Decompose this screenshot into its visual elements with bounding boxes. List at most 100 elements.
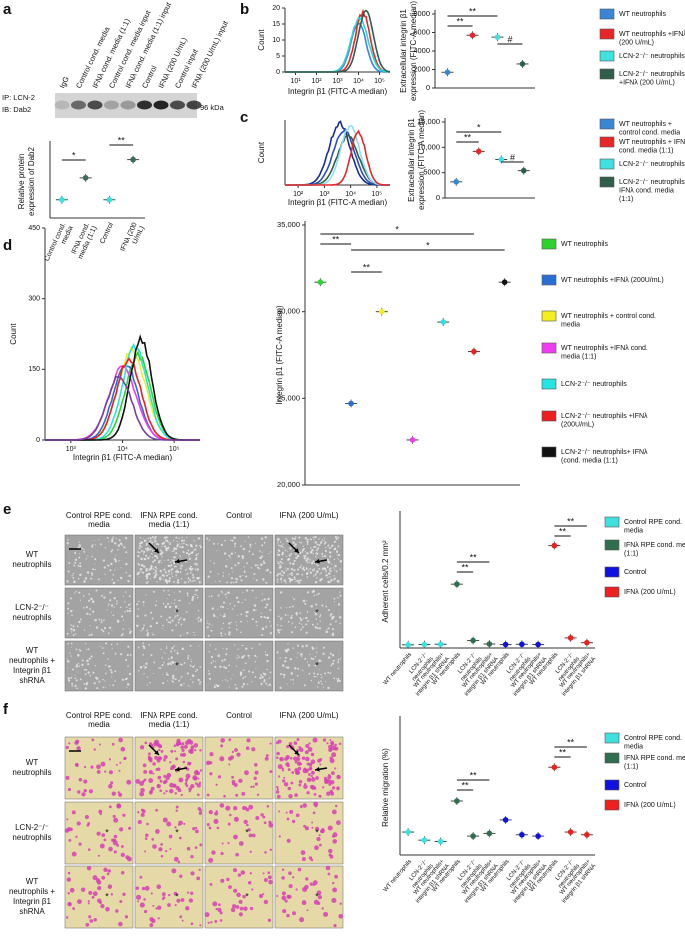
cell: [264, 756, 269, 761]
cell: [87, 900, 90, 903]
cell: [81, 792, 86, 797]
cell: [327, 576, 329, 579]
cell: [67, 612, 70, 614]
y-axis-label: Count: [257, 29, 266, 51]
cell: [185, 773, 191, 779]
data-point: [475, 148, 482, 155]
cell: [239, 575, 242, 578]
cell: [192, 580, 194, 582]
cell: [181, 742, 185, 746]
cell: [238, 656, 240, 658]
legend-swatch: [604, 586, 620, 598]
significance-label: **: [567, 516, 575, 526]
cell: [313, 793, 317, 796]
cell: [185, 906, 190, 911]
cell: [339, 902, 342, 905]
cell: [71, 685, 73, 687]
cell: [258, 567, 261, 570]
cell: [304, 750, 309, 755]
cell: [318, 794, 321, 798]
cell: [154, 739, 160, 745]
cell: [141, 546, 143, 548]
y-tick-label: 300: [28, 296, 40, 303]
cell: [287, 574, 289, 576]
cell: [153, 538, 156, 540]
cell: [167, 547, 170, 550]
cell: [190, 658, 192, 660]
cell: [296, 573, 299, 576]
micrograph: [64, 865, 134, 929]
cell: [164, 559, 166, 561]
arrow-head: [175, 558, 180, 564]
cell: [67, 871, 71, 875]
cell: [140, 541, 144, 544]
cell: [332, 663, 335, 665]
cell: [247, 654, 250, 657]
cell: [318, 538, 320, 540]
cell: [154, 536, 157, 539]
cell: [187, 594, 189, 597]
cell: [169, 761, 172, 764]
cell: [92, 610, 95, 613]
cell: [265, 616, 267, 619]
cell: [304, 551, 306, 553]
cell: [222, 592, 224, 594]
cell: [230, 539, 232, 542]
cell: [258, 643, 261, 646]
cell: [291, 819, 296, 824]
cell: [172, 559, 175, 562]
cell: [291, 614, 293, 617]
cell: [333, 548, 336, 551]
y-axis-label: Adherent cells/0.2 mm²: [381, 540, 390, 623]
cell: [296, 644, 300, 647]
cell: [71, 810, 76, 815]
cell: [261, 555, 264, 558]
cell: [287, 614, 289, 616]
cell: [319, 615, 321, 618]
significance-label: **: [469, 6, 477, 16]
cell: [84, 687, 88, 690]
cell: [233, 604, 236, 607]
significance-label: **: [559, 747, 567, 757]
cell: [142, 601, 145, 604]
cell: [160, 855, 164, 858]
cell: [111, 742, 115, 746]
cell: [247, 828, 251, 832]
cell: [160, 576, 162, 578]
cell: [113, 850, 117, 854]
cell: [97, 578, 100, 581]
cell: [146, 547, 149, 550]
cell: [127, 645, 130, 648]
cell: [334, 767, 337, 770]
cell: [285, 537, 288, 540]
cell: [185, 780, 188, 783]
cell: [100, 619, 103, 621]
cell: [220, 738, 226, 743]
cell: [137, 572, 139, 574]
cell: [282, 546, 284, 548]
significance-label: #: [507, 34, 512, 44]
cell: [234, 564, 237, 567]
cell: [235, 624, 238, 626]
data-point: [454, 798, 460, 804]
cell: [148, 790, 153, 795]
cell: [208, 670, 210, 672]
cell: [140, 563, 144, 567]
cell: [179, 634, 182, 637]
cell: [161, 897, 165, 901]
cell: [231, 608, 234, 610]
cell: [171, 680, 173, 682]
cell: [308, 538, 310, 541]
cell: [337, 667, 340, 670]
cell: [290, 552, 293, 555]
cell: [306, 777, 312, 783]
cell: [194, 748, 197, 752]
cell: [222, 648, 224, 650]
cell: [172, 568, 174, 570]
cell: [168, 605, 172, 609]
cell: [215, 810, 218, 813]
y-tick-label: 15,000: [417, 117, 440, 126]
cell: [241, 685, 244, 688]
cell: [303, 569, 305, 571]
cell: [305, 616, 308, 620]
